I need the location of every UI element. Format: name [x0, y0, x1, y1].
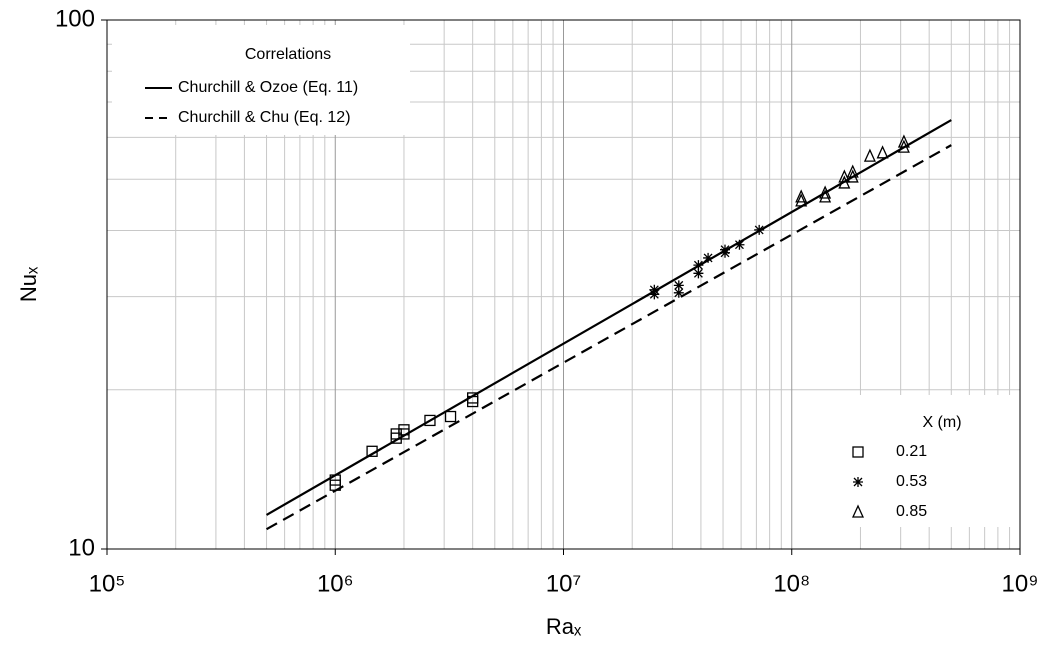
- marker: [897, 139, 910, 153]
- marker-asterisk: [853, 477, 863, 487]
- legend-label: Churchill & Chu (Eq. 12): [178, 109, 351, 126]
- marker: [897, 134, 910, 148]
- marker-triangle: [795, 189, 808, 203]
- marker: [819, 185, 832, 199]
- marker-square: [852, 446, 864, 458]
- x-tick-label: 10⁶: [317, 570, 354, 597]
- marker-asterisk: [734, 239, 745, 250]
- legend-label: 0.21: [896, 443, 927, 460]
- correlation-line: [265, 119, 952, 516]
- marker-asterisk: [720, 247, 731, 258]
- marker: [851, 504, 865, 518]
- marker: [846, 169, 859, 183]
- marker-triangle: [897, 134, 910, 148]
- y-tick-label: 100: [55, 5, 95, 32]
- marker-triangle: [819, 185, 832, 199]
- marker: [444, 410, 457, 423]
- marker: [876, 145, 889, 159]
- marker-triangle: [876, 145, 889, 159]
- marker: [853, 477, 863, 487]
- marker: [838, 169, 851, 183]
- marker: [366, 445, 378, 457]
- marker: [720, 247, 731, 258]
- marker: [846, 164, 859, 178]
- marker: [390, 432, 402, 444]
- x-tick-label: 10⁵: [89, 570, 126, 597]
- marker: [703, 252, 714, 263]
- marker-triangle: [846, 164, 859, 178]
- marker-asterisk: [673, 287, 684, 298]
- legend-label: Churchill & Ozoe (Eq. 11): [178, 79, 358, 96]
- marker-asterisk: [649, 289, 660, 300]
- plot-frame: [106, 19, 1021, 550]
- marker: [754, 224, 765, 235]
- marker-triangle: [897, 139, 910, 153]
- marker-triangle: [838, 169, 851, 183]
- y-tick-label: 10: [68, 534, 95, 561]
- marker-square: [424, 414, 436, 427]
- marker-asterisk: [754, 224, 765, 235]
- marker: [795, 189, 808, 203]
- x-tick-label: 10⁷: [546, 570, 581, 597]
- marker: [734, 239, 745, 250]
- marker-square: [444, 410, 457, 423]
- marker-triangle: [863, 148, 876, 162]
- y-axis-title: Nuₓ: [16, 266, 41, 302]
- marker-asterisk: [693, 268, 704, 279]
- marker: [673, 280, 684, 291]
- marker: [673, 287, 684, 298]
- marker-square: [366, 445, 378, 457]
- marker-asterisk: [703, 252, 714, 263]
- x-tick-label: 10⁸: [773, 570, 810, 597]
- x-tick-label: 10⁹: [1002, 570, 1039, 597]
- marker-asterisk: [693, 260, 704, 271]
- x-axis-title: Raₓ: [546, 614, 582, 639]
- marker: [329, 479, 341, 491]
- marker-square: [398, 428, 410, 440]
- marker-triangle: [846, 169, 859, 183]
- legend-label: 0.53: [896, 473, 927, 490]
- marker-triangle: [795, 193, 808, 207]
- marker: [693, 268, 704, 279]
- legend-title: X (m): [922, 414, 961, 431]
- correlation-line: [266, 144, 952, 531]
- legend-box: [112, 25, 410, 135]
- legend-label: 0.85: [896, 503, 927, 520]
- marker: [467, 395, 479, 408]
- marker: [795, 193, 808, 207]
- marker-square: [390, 432, 402, 444]
- marker: [398, 428, 410, 440]
- legend-box: [845, 395, 1015, 527]
- legend-title: Correlations: [245, 46, 331, 63]
- marker-asterisk: [673, 280, 684, 291]
- marker-triangle: [851, 504, 865, 518]
- marker-square: [329, 479, 341, 491]
- marker-square: [467, 395, 479, 408]
- marker: [693, 260, 704, 271]
- marker: [424, 414, 436, 427]
- marker: [852, 446, 864, 458]
- marker: [649, 289, 660, 300]
- marker: [863, 148, 876, 162]
- marker-triangle: [819, 189, 832, 203]
- marker: [819, 189, 832, 203]
